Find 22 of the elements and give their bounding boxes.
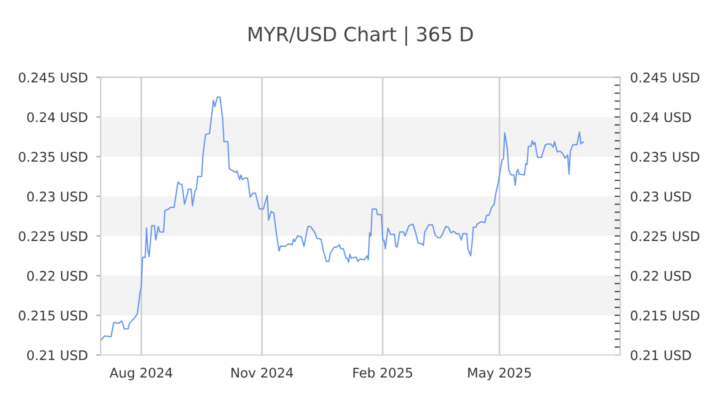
y2-tick-label: 0.21 USD — [630, 350, 691, 360]
y2-tick-label: 0.22 USD — [630, 270, 691, 281]
x-tick-label: May 2025 — [468, 368, 531, 380]
y-tick-label: 0.23 USD — [27, 192, 88, 202]
line-series — [100, 96, 584, 342]
x-tick-label: Nov 2024 — [232, 368, 294, 378]
x-tick-label: Aug 2024 — [110, 368, 172, 380]
y2-tick-label: 0.235 USD — [630, 152, 700, 162]
y2-tick-label: 0.23 USD — [630, 192, 691, 202]
y-tick-label: 0.215 USD — [18, 310, 88, 321]
x-tick-label: Feb 2025 — [353, 368, 412, 378]
y-tick-label: 0.21 USD — [27, 350, 88, 360]
y2-tick-label: 0.245 USD — [630, 72, 700, 82]
y-tick-label: 0.225 USD — [18, 231, 88, 242]
y2-tick-label: 0.225 USD — [630, 231, 700, 242]
y2-tick-label: 0.215 USD — [630, 310, 700, 321]
chart-title: MYR/USD Chart | 365 D — [248, 26, 473, 46]
y-tick-label: 0.235 USD — [18, 152, 88, 162]
y-tick-label: 0.245 USD — [18, 72, 88, 82]
y-tick-label: 0.22 USD — [27, 270, 88, 281]
y2-tick-label: 0.24 USD — [630, 112, 691, 122]
y-tick-label: 0.24 USD — [27, 112, 88, 122]
